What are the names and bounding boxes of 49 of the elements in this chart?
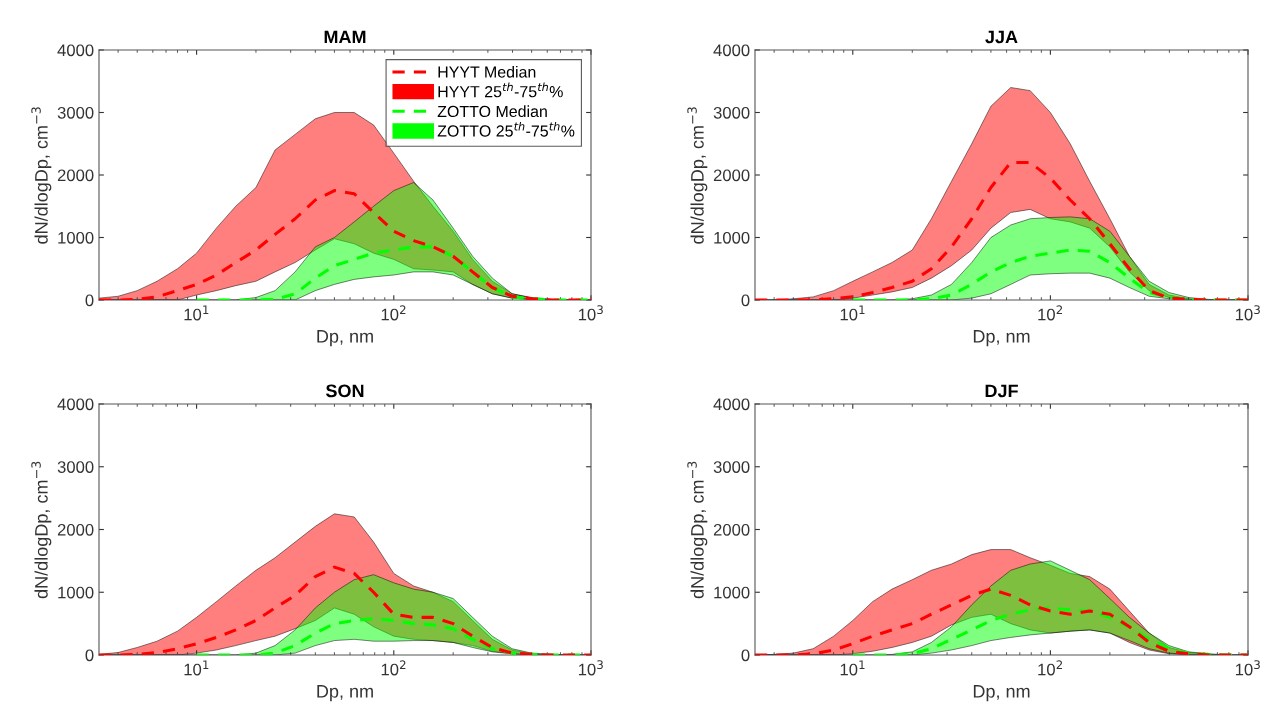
x-axis-title: Dp, nm (973, 330, 1030, 347)
y-tick-label: 2000 (57, 169, 94, 182)
y-axis-title: dN/dlogDp, cm$^{−3}$ (31, 107, 52, 244)
x-tick-label: 10$^{3}$ (578, 660, 603, 676)
y-axis-title: dN/dlogDp, cm$^{−3}$ (687, 107, 708, 244)
x-tick-label: 10$^{3}$ (578, 305, 603, 321)
x-tick-label: 10$^{1}$ (184, 305, 209, 321)
y-tick-label: 2000 (713, 169, 750, 182)
y-axis-title: dN/dlogDp, cm$^{−3}$ (31, 461, 52, 599)
y-tick-label: 4000 (713, 398, 750, 411)
chart-title: DJF (985, 384, 1018, 398)
y-tick-label: 1000 (714, 231, 750, 244)
y-tick-label: 3000 (713, 461, 750, 473)
y-tick-label: 1000 (714, 586, 750, 599)
y-tick-label: 1000 (58, 586, 94, 599)
line-series (195, 245, 591, 300)
x-axis-title: Dp, nm (973, 685, 1030, 702)
y-tick-label: 1000 (58, 231, 94, 244)
x-tick-label: 10$^{3}$ (1235, 305, 1260, 321)
x-tick-label: 10$^{1}$ (184, 660, 209, 676)
x-tick-label: 10$^{2}$ (1038, 660, 1063, 676)
annotation: ZOTTO 25$^{th}$-75$^{th}$% (437, 121, 575, 137)
y-tick-label: 3000 (713, 106, 750, 119)
y-tick-label: 0 (85, 649, 94, 662)
chart-title: SON (325, 384, 364, 398)
y-tick-label: 0 (741, 649, 750, 662)
x-axis-title: Dp, nm (317, 685, 373, 702)
chart-title: JJA (985, 30, 1018, 44)
y-tick-label: 0 (741, 294, 750, 307)
x-axis-title: Dp, nm (317, 330, 373, 347)
legend-label: ZOTTO Median (437, 105, 547, 118)
x-tick-label: 10$^{2}$ (381, 305, 406, 321)
y-axis-title: dN/dlogDp, cm$^{−3}$ (687, 461, 708, 599)
chart-title: MAM (324, 30, 366, 44)
annotation: HYYT 25$^{th}$-75$^{th}$% (438, 82, 563, 98)
y-tick-label: 2000 (713, 523, 750, 536)
y-tick-label: 3000 (57, 106, 94, 119)
x-tick-label: 10$^{2}$ (1038, 305, 1063, 321)
x-tick-label: 10$^{3}$ (1235, 660, 1260, 676)
y-tick-label: 3000 (57, 461, 94, 473)
x-tick-label: 10$^{1}$ (840, 305, 865, 321)
y-tick-label: 4000 (57, 44, 94, 57)
x-tick-label: 10$^{1}$ (840, 660, 865, 676)
y-tick-label: 0 (85, 294, 94, 307)
x-tick-label: 10$^{2}$ (381, 660, 406, 676)
y-tick-label: 2000 (57, 523, 94, 536)
y-tick-label: 4000 (57, 398, 94, 411)
y-tick-label: 4000 (713, 44, 750, 57)
legend-label: HYYT Median (438, 65, 536, 78)
